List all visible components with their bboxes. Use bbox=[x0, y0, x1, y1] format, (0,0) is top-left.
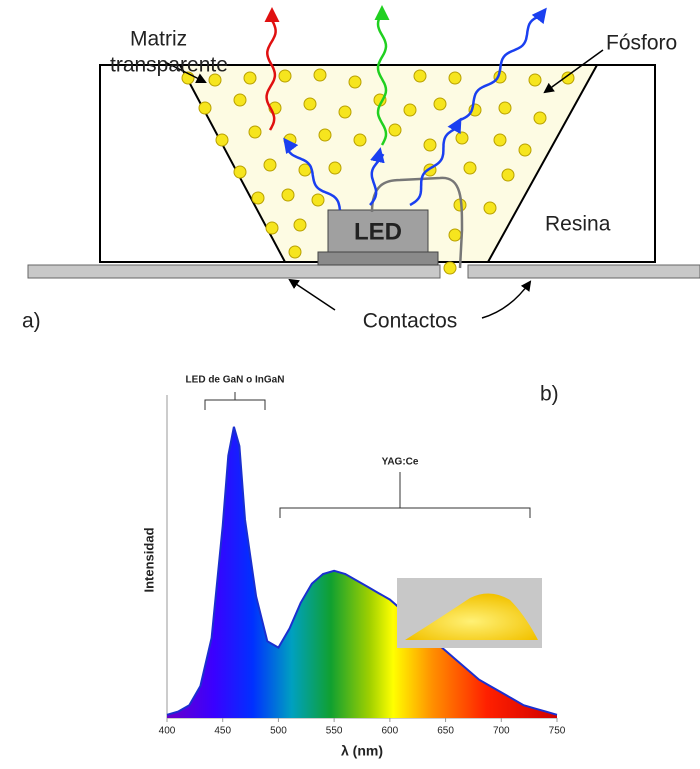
phosphor-particle bbox=[533, 111, 547, 125]
phosphor-particle bbox=[518, 143, 532, 157]
phosphor-particle bbox=[293, 218, 307, 232]
phosphor-particle bbox=[455, 131, 469, 145]
label-matrix: transparente bbox=[110, 54, 228, 77]
x-tick-label: 650 bbox=[437, 726, 454, 737]
x-tick-label: 750 bbox=[549, 726, 566, 737]
phosphor-particle bbox=[311, 193, 325, 207]
phosphor-particle bbox=[463, 161, 477, 175]
phosphor-particle bbox=[388, 123, 402, 137]
phosphor-particle bbox=[318, 128, 332, 142]
phosphor-particle bbox=[448, 71, 462, 85]
x-tick-label: 600 bbox=[382, 726, 399, 737]
phosphor-particle bbox=[248, 125, 262, 139]
spectrum-chart: LED de GaN o InGaN YAG:Ce b) Intensidad … bbox=[141, 375, 565, 759]
label-led: LED bbox=[354, 218, 402, 245]
light-ray bbox=[369, 147, 385, 206]
contact-right bbox=[467, 264, 700, 279]
label-matrix: Matriz bbox=[130, 28, 187, 51]
phosphor-particle bbox=[278, 69, 292, 83]
light-ray bbox=[374, 5, 390, 146]
annotation-yag: YAG:Ce bbox=[382, 457, 419, 468]
phosphor-particle bbox=[263, 158, 277, 172]
y-axis-label: Intensidad bbox=[141, 527, 156, 592]
x-tick-label: 550 bbox=[326, 726, 343, 737]
phosphor-powder bbox=[405, 593, 538, 640]
label-contacts: Contactos bbox=[363, 310, 458, 333]
phosphor-particle bbox=[233, 165, 247, 179]
phosphor-particle bbox=[443, 261, 457, 275]
phosphor-particle bbox=[498, 101, 512, 115]
phosphor-particle bbox=[265, 221, 279, 235]
phosphor-particle bbox=[483, 201, 497, 215]
phosphor-particle bbox=[243, 71, 257, 85]
light-ray bbox=[264, 7, 280, 131]
x-tick-label: 700 bbox=[493, 726, 510, 737]
phosphor-particle bbox=[501, 168, 515, 182]
spectrum-area bbox=[167, 426, 557, 718]
phosphor-particle bbox=[233, 93, 247, 107]
panel-label: a) bbox=[22, 310, 41, 333]
phosphor-particle bbox=[448, 228, 462, 242]
light-ray bbox=[459, 7, 547, 122]
phosphor-particle bbox=[528, 73, 542, 87]
bracket-led bbox=[204, 392, 266, 410]
phosphor-particle bbox=[423, 138, 437, 152]
phosphor-particle bbox=[403, 103, 417, 117]
pointer-matrix bbox=[164, 61, 207, 83]
light-ray bbox=[283, 137, 342, 211]
light-rays bbox=[264, 5, 547, 211]
x-tick-label: 500 bbox=[270, 726, 287, 737]
phosphor-particle bbox=[288, 245, 302, 259]
phosphor-particle bbox=[353, 133, 367, 147]
phosphor-particle bbox=[338, 105, 352, 119]
pointer-contact-right bbox=[481, 280, 532, 319]
phosphor-particle bbox=[251, 191, 265, 205]
phosphor-particle bbox=[413, 69, 427, 83]
led-chip bbox=[327, 209, 429, 253]
contact-left bbox=[27, 264, 441, 279]
phosphor-particle bbox=[281, 188, 295, 202]
phosphor-particle bbox=[208, 73, 222, 87]
led-diagram: Matriz transparente Fósforo LED Resina C… bbox=[22, 5, 700, 333]
panel-label: b) bbox=[540, 383, 559, 406]
x-axis-label: λ (nm) bbox=[341, 743, 383, 759]
pointer-contact-left bbox=[288, 278, 336, 311]
phosphor-particles bbox=[181, 68, 575, 275]
label-phosphor: Fósforo bbox=[606, 32, 677, 55]
phosphor-particle bbox=[493, 133, 507, 147]
light-ray bbox=[409, 117, 462, 207]
x-tick-label: 450 bbox=[214, 726, 231, 737]
phosphor-particle bbox=[303, 97, 317, 111]
phosphor-particle bbox=[328, 161, 342, 175]
spectrum-line bbox=[166, 426, 558, 716]
bracket-yag bbox=[279, 472, 531, 518]
phosphor-particle bbox=[198, 101, 212, 115]
phosphor-particle bbox=[561, 71, 575, 85]
phosphor-particle bbox=[215, 133, 229, 147]
x-tick-label: 400 bbox=[159, 726, 176, 737]
pointer-phosphor bbox=[543, 49, 604, 94]
label-resin: Resina bbox=[545, 213, 611, 236]
phosphor-particle bbox=[433, 97, 447, 111]
phosphor-particle bbox=[313, 68, 327, 82]
phosphor-particle bbox=[348, 75, 362, 89]
annotation-led: LED de GaN o InGaN bbox=[186, 375, 285, 386]
led-base bbox=[317, 251, 439, 266]
